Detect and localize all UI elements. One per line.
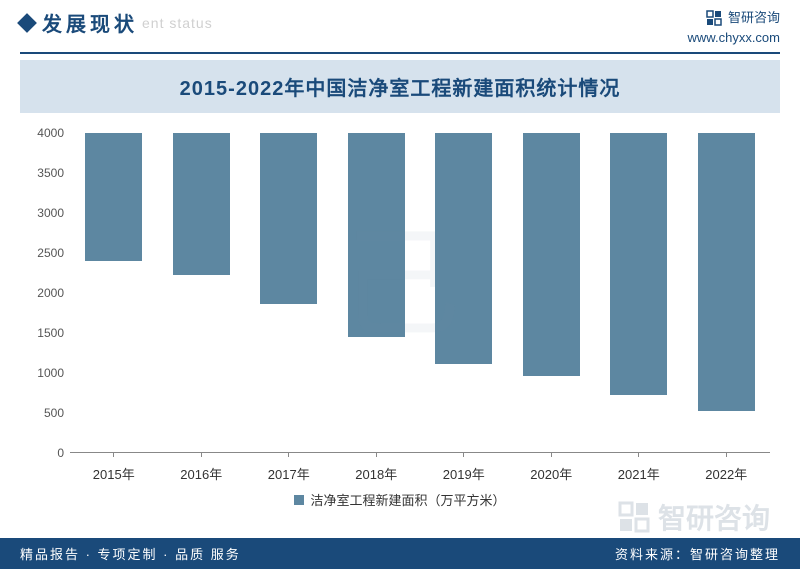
legend-label: 洁净室工程新建面积（万平方米） [310, 490, 505, 509]
y-tick-label: 1000 [37, 366, 64, 380]
y-axis: 05001000150020002500300035004000 [20, 133, 70, 453]
x-tick-mark [288, 452, 289, 457]
x-tick-label: 2016年 [158, 464, 246, 483]
x-tick-label: 2018年 [333, 464, 421, 483]
header-divider [20, 52, 780, 54]
y-tick-label: 1500 [37, 326, 64, 340]
bar [348, 133, 405, 337]
y-tick-label: 3000 [37, 206, 64, 220]
bar [698, 133, 755, 411]
footer: 精品报告 · 专项定制 · 品质 服务 资料来源：智研咨询整理 [0, 538, 800, 569]
subtitle-watermark: ent status [142, 15, 213, 31]
footer-left: 精品报告 · 专项定制 · 品质 服务 [20, 544, 241, 563]
brand-url: www.chyxx.com [688, 28, 780, 48]
y-tick-label: 4000 [37, 126, 64, 140]
header-left: 发展现状 ent status [20, 8, 213, 37]
y-tick-label: 0 [57, 446, 64, 460]
x-tick-label: 2022年 [683, 464, 771, 483]
bar [435, 133, 492, 364]
x-tick-label: 2020年 [508, 464, 596, 483]
chart-container: 2015-2022年中国洁净室工程新建面积统计情况 0 500 1000 1500 20… [0, 60, 800, 513]
x-tick-mark [638, 452, 639, 457]
y-tick-label: 2000 [37, 286, 64, 300]
bar [260, 133, 317, 304]
legend-swatch-icon [294, 495, 304, 505]
chart-title: 2015-2022年中国洁净室工程新建面积统计情况 [20, 60, 780, 113]
brand-name: 智研咨询 [728, 8, 780, 28]
y-tick-label: 3500 [37, 166, 64, 180]
x-axis-labels: 2015年2016年2017年2018年2019年2020年2021年2022年 [70, 464, 770, 483]
bar-slot [683, 133, 771, 452]
x-tick-mark [726, 452, 727, 457]
bar [85, 133, 142, 261]
y-tick-label: 2500 [37, 246, 64, 260]
bar [610, 133, 667, 395]
x-tick-label: 2015年 [70, 464, 158, 483]
section-title: 发展现状 [42, 8, 138, 37]
x-tick-mark [463, 452, 464, 457]
diamond-icon [17, 13, 37, 33]
header: 发展现状 ent status 智研咨询 www.chyxx.com [0, 0, 800, 52]
bars-region [70, 133, 770, 453]
plot-area: 05001000150020002500300035004000 2015年20… [20, 113, 780, 513]
footer-right: 资料来源：智研咨询整理 [615, 544, 780, 563]
x-tick-mark [551, 452, 552, 457]
bar-slot [158, 133, 246, 452]
bar-slot [333, 133, 421, 452]
bar-slot [70, 133, 158, 452]
bar [523, 133, 580, 376]
x-tick-mark [113, 452, 114, 457]
x-tick-mark [201, 452, 202, 457]
bar [173, 133, 230, 275]
bar-slot [245, 133, 333, 452]
legend: 洁净室工程新建面积（万平方米） [20, 490, 780, 509]
bar-slot [595, 133, 683, 452]
header-right: 智研咨询 www.chyxx.com [688, 8, 780, 47]
x-tick-label: 2021年 [595, 464, 683, 483]
bar-slot [420, 133, 508, 452]
y-tick-label: 500 [44, 406, 64, 420]
bar-slot [508, 133, 596, 452]
x-tick-label: 2019年 [420, 464, 508, 483]
brand-logo-icon [706, 10, 722, 26]
x-tick-mark [376, 452, 377, 457]
x-tick-label: 2017年 [245, 464, 333, 483]
